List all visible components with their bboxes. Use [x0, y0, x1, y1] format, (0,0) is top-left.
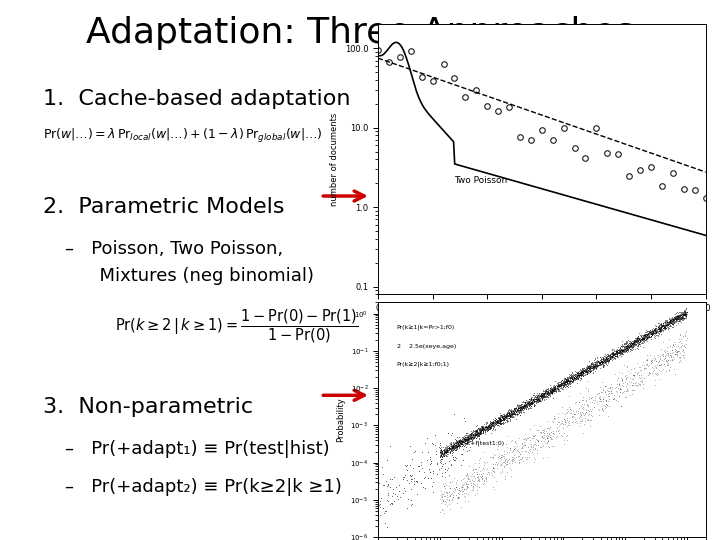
Text: Pr(k+f|test1:0): Pr(k+f|test1:0)	[459, 441, 505, 447]
Text: $\mathrm{Pr}(k \geq 2\,|\,k \geq 1) = \dfrac{1 - \mathrm{Pr}(0) - \mathrm{Pr}(1): $\mathrm{Pr}(k \geq 2\,|\,k \geq 1) = \d…	[115, 308, 359, 346]
Y-axis label: number of documents: number of documents	[330, 113, 339, 206]
Text: Pr(k≥1|k=Pr>1;f0): Pr(k≥1|k=Pr>1;f0)	[397, 325, 455, 330]
Text: 2    2.5e(xeye,age): 2 2.5e(xeye,age)	[397, 344, 456, 349]
Text: –   Pr(+adapt₁) ≡ Pr(test|hist): – Pr(+adapt₁) ≡ Pr(test|hist)	[65, 440, 330, 458]
Text: –   Pr(+adapt₂) ≡ Pr(k≥2|k ≥1): – Pr(+adapt₂) ≡ Pr(k≥2|k ≥1)	[65, 478, 342, 496]
Text: 1.  Cache-based adaptation: 1. Cache-based adaptation	[43, 89, 351, 109]
Y-axis label: Probability: Probability	[336, 397, 345, 442]
Text: Pr(k≥2|k≥1;f0;1): Pr(k≥2|k≥1;f0;1)	[397, 362, 449, 367]
Text: Adaptation: Three Approaches: Adaptation: Three Approaches	[86, 16, 634, 50]
Text: 3.  Non-parametric: 3. Non-parametric	[43, 397, 253, 417]
Text: –   Poisson, Two Poisson,
      Mixtures (neg binomial): – Poisson, Two Poisson, Mixtures (neg bi…	[65, 240, 314, 285]
Text: $\mathrm{Pr}(w|\ldots)=\lambda\,\mathrm{Pr}_{local}(w|\ldots)+(1-\lambda)\,\math: $\mathrm{Pr}(w|\ldots)=\lambda\,\mathrm{…	[43, 127, 323, 145]
Text: Two Poisson: Two Poisson	[454, 176, 508, 185]
Text: 2.  Parametric Models: 2. Parametric Models	[43, 197, 284, 217]
